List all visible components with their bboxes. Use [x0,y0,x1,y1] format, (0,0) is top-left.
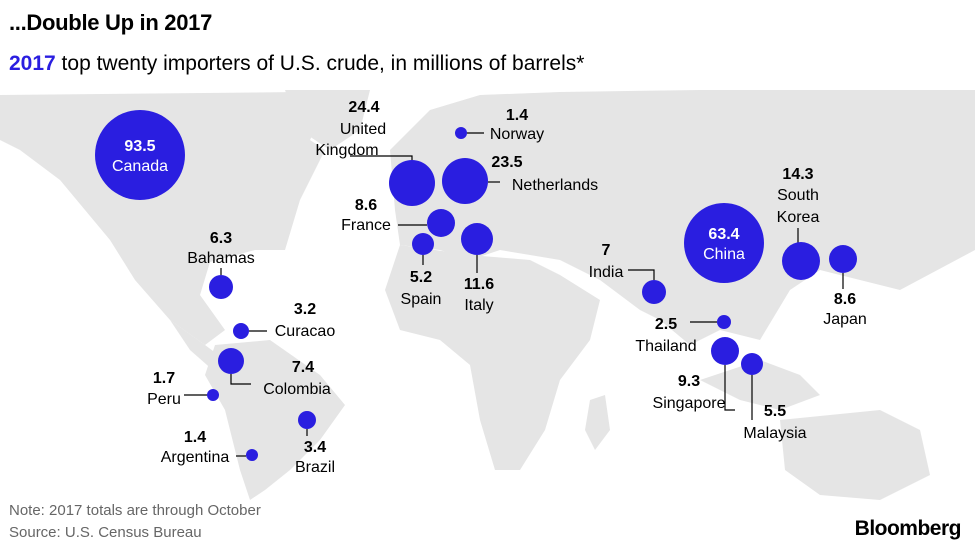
value-label-curacao: 3.2 [294,301,316,318]
bubble-labels: 93.5 Canada 63.4 China 24.4 United Kingdom 23.5… [112,99,867,476]
country-label-india: India [589,264,624,281]
value-label-france: 8.6 [355,197,377,214]
value-label-spain: 5.2 [410,269,432,286]
source-text: Source: U.S. Census Bureau [9,524,202,541]
country-label-canada: Canada [112,158,168,175]
bubble-spain [412,233,434,255]
value-label-japan: 8.6 [834,291,856,308]
leader-line-india [628,269,655,280]
country-label-south-korea: South Korea [777,187,820,226]
value-label-colombia: 7.4 [292,359,314,376]
country-label-singapore: Singapore [653,395,726,412]
bubble-canada [95,110,185,200]
value-label-peru: 1.7 [153,370,175,387]
leader-line-colombia [230,374,251,385]
bubble-curacao [233,323,249,339]
country-label-malaysia: Malaysia [743,425,806,442]
bubble-brazil [298,411,316,429]
country-label-peru: Peru [147,391,181,408]
bubble-thailand [717,315,731,329]
bubble-italy [461,223,493,255]
value-label-italy: 11.6 [464,276,494,293]
chart-title: ...Double Up in 2017 [9,10,213,35]
leader-line-singapore [724,365,735,411]
value-label-canada: 93.5 [124,138,155,155]
value-label-netherlands: 23.5 [491,154,522,171]
country-label-bahamas: Bahamas [187,250,255,267]
country-label-united-kingdom: United Kingdom [315,121,386,159]
country-label-italy: Italy [464,297,493,314]
bubble-colombia [218,348,244,374]
value-label-malaysia: 5.5 [764,403,786,420]
bubble-netherlands [442,158,488,204]
country-label-spain: Spain [401,291,442,308]
country-label-curacao: Curacao [275,323,336,340]
bubble-peru [207,389,219,401]
country-label-china: China [703,246,745,263]
country-label-netherlands: Netherlands [512,177,598,194]
bubble-norway [455,127,467,139]
bubble-france [427,209,455,237]
bubble-japan [829,245,857,273]
value-label-united-kingdom: 24.4 [348,99,379,116]
note-text: Note: 2017 totals are through October [9,502,261,519]
bubble-china [684,203,764,283]
value-label-bahamas: 6.3 [210,230,232,247]
value-label-thailand: 2.5 [655,316,677,333]
bubble-bahamas [209,275,233,299]
value-label-india: 7 [602,242,611,259]
value-label-singapore: 9.3 [678,373,700,390]
bubble-argentina [246,449,258,461]
bubble-india [642,280,666,304]
value-label-argentina: 1.4 [184,429,206,446]
country-label-brazil: Brazil [295,459,335,476]
bubbles [95,110,857,461]
bubble-singapore [711,337,739,365]
country-label-japan: Japan [823,311,867,328]
bubble-south-korea [782,242,820,280]
value-label-brazil: 3.4 [304,439,326,456]
world-map-background [0,90,975,500]
country-label-norway: Norway [490,126,544,143]
bubble-malaysia [741,353,763,375]
subtitle-year: 2017 [9,52,56,75]
country-label-argentina: Argentina [161,449,230,466]
value-label-china: 63.4 [708,226,739,243]
value-label-south-korea: 14.3 [782,166,813,183]
chart-subtitle: 2017 top twenty importers of U.S. crude,… [9,52,584,76]
bloomberg-logo: Bloomberg [854,517,962,540]
country-label-colombia: Colombia [263,381,331,398]
country-label-thailand: Thailand [635,338,696,355]
value-label-norway: 1.4 [506,107,528,124]
country-label-france: France [341,217,391,234]
subtitle-text: top twenty importers of U.S. crude, in m… [55,52,585,75]
bubble-united-kingdom [389,160,435,206]
